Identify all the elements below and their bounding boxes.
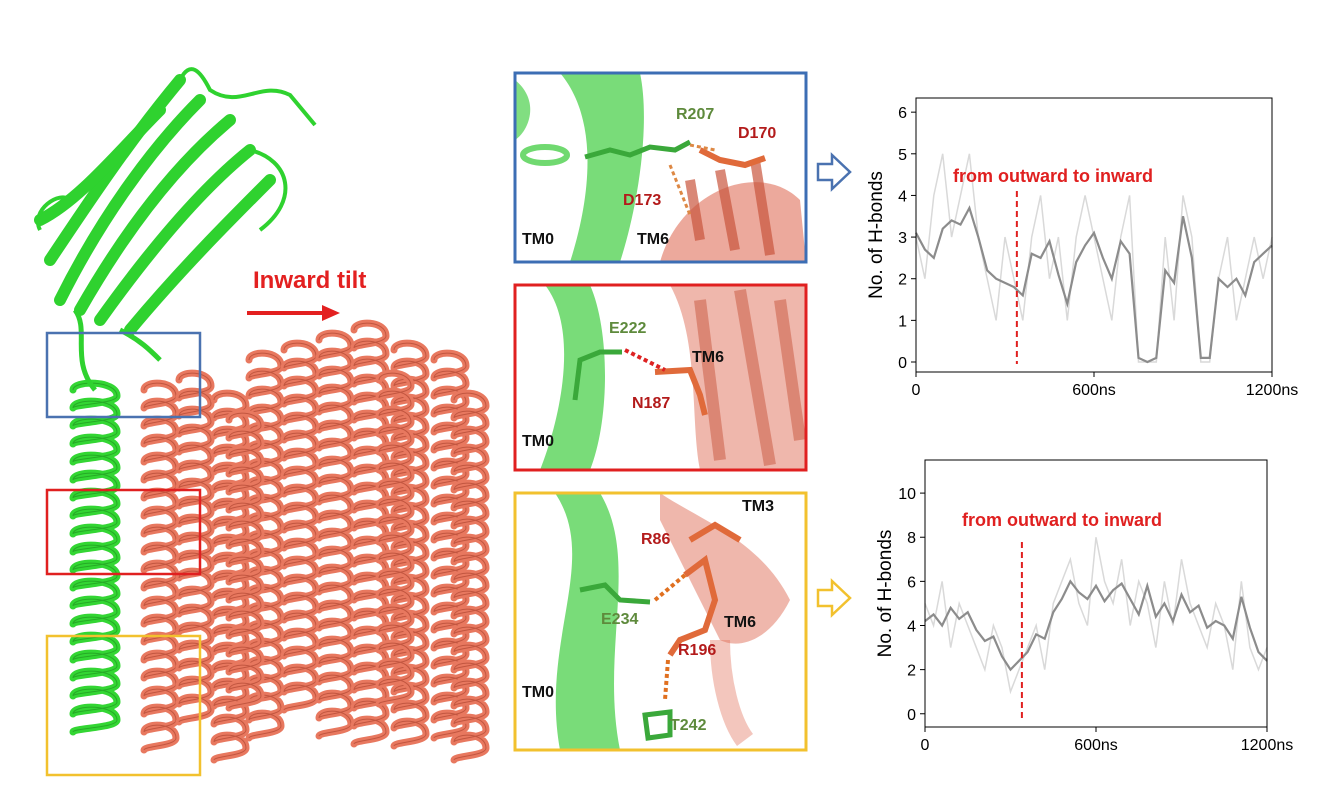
- protein-render: [34, 67, 490, 764]
- x-tick-label: 600ns: [1074, 737, 1118, 754]
- sheet: [124, 174, 276, 336]
- helix-edge: [378, 372, 412, 705]
- x-tick-label: 0: [921, 737, 930, 754]
- helix-edge: [453, 392, 487, 761]
- residue-label: R86: [641, 531, 670, 548]
- series-line: [924, 537, 1268, 695]
- residue-label: D170: [738, 125, 776, 142]
- helix-edge: [393, 342, 427, 747]
- x-tick-label: 600ns: [1072, 382, 1116, 399]
- panel-render: [515, 73, 806, 262]
- sheet: [74, 114, 236, 316]
- y-tick-label: 0: [898, 355, 907, 372]
- helix-edge: [178, 372, 212, 723]
- region-box: [45, 331, 202, 419]
- y-tick-label: 10: [898, 486, 916, 503]
- y-axis-label: No. of H-bonds: [875, 530, 896, 658]
- helix: [69, 379, 121, 736]
- series-line: [915, 205, 1273, 364]
- tilt-label: Inward tilt: [253, 267, 366, 294]
- residue-label: T242: [670, 717, 707, 734]
- panel-render: [515, 493, 806, 750]
- x-tick-label: 1200ns: [1246, 382, 1299, 399]
- x-tick-label: 0: [912, 382, 921, 399]
- helix-edge: [72, 382, 118, 733]
- tilt-arrow: [322, 305, 340, 321]
- region-box: [45, 488, 202, 576]
- y-tick-label: 5: [898, 147, 907, 164]
- sheet: [54, 94, 206, 306]
- arrow: [816, 578, 852, 618]
- y-tick-label: 2: [898, 272, 907, 289]
- helix: [175, 369, 215, 726]
- helix-label: TM3: [742, 498, 774, 515]
- y-tick-label: 4: [898, 188, 907, 205]
- y-tick-label: 3: [898, 230, 907, 247]
- helix-label: TM6: [637, 231, 669, 248]
- panel-frame: [513, 71, 808, 264]
- residue-label: E234: [601, 611, 638, 628]
- plot-frame: [924, 459, 1268, 728]
- helix-edge: [433, 352, 467, 739]
- loop: [72, 308, 162, 392]
- sheet: [44, 74, 186, 266]
- panel-frame: [513, 283, 808, 472]
- helix-label: TM0: [522, 433, 554, 450]
- residue-label: N187: [632, 395, 670, 412]
- sheet: [34, 104, 166, 226]
- panel-render: [515, 285, 806, 470]
- helix-label: TM0: [522, 231, 554, 248]
- series-line: [924, 579, 1268, 672]
- y-tick-label: 6: [907, 574, 916, 591]
- loop: [36, 67, 317, 232]
- x-tick-label: 1200ns: [1241, 737, 1294, 754]
- y-tick-label: 8: [907, 530, 916, 547]
- helix-label: TM6: [692, 349, 724, 366]
- annotation: from outward to inward: [962, 510, 1162, 530]
- y-tick-label: 0: [907, 707, 916, 724]
- arrow: [816, 152, 852, 192]
- region-box: [45, 634, 202, 777]
- sheet: [94, 144, 256, 326]
- residue-label: E222: [609, 320, 646, 337]
- y-tick-label: 1: [898, 313, 907, 330]
- helix-label: TM6: [724, 614, 756, 631]
- residue-label: R196: [678, 642, 716, 659]
- residue-label: D173: [623, 192, 661, 209]
- residue-label: R207: [676, 106, 714, 123]
- y-axis-label: No. of H-bonds: [866, 171, 887, 299]
- helix-edge: [213, 392, 247, 761]
- y-tick-label: 6: [898, 105, 907, 122]
- panel-frame: [513, 491, 808, 752]
- helix-label: TM0: [522, 684, 554, 701]
- y-tick-label: 2: [907, 663, 916, 680]
- helix-edge: [228, 412, 262, 709]
- annotation: from outward to inward: [953, 166, 1153, 186]
- y-tick-label: 4: [907, 618, 916, 635]
